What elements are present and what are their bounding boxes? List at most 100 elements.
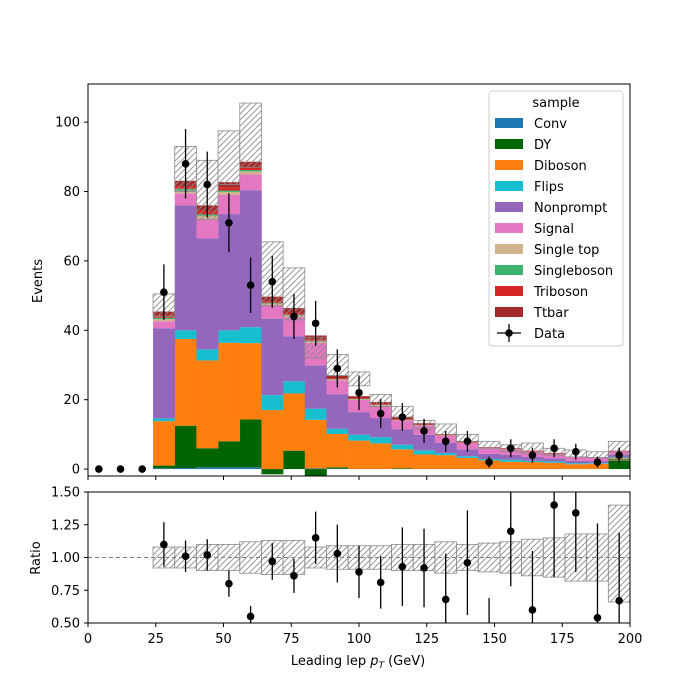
ratio-point-14: [463, 558, 472, 567]
y-tick-label-ratio-2: 1.00: [51, 551, 80, 566]
bar-dy-bin-24: [608, 459, 631, 470]
legend: sample Conv DY Diboson Flips Nonprompt Signal S…: [488, 90, 624, 347]
bar-dy-bin-6: [218, 441, 241, 468]
x-tick-label-2: 50: [215, 632, 232, 647]
bar-flips-bin-19: [499, 459, 522, 462]
bar-dy-bin-8: [261, 469, 284, 475]
ratio-point-8: [333, 549, 342, 558]
ratio-point-1: [181, 552, 190, 560]
ratio-point-10: [376, 578, 385, 587]
data-point-16: [441, 437, 450, 446]
x-axis-label-text: Leading lep: [291, 654, 366, 669]
ratio-panel: 0.50 0.75 1.00 1.25 1.50 0 25 50 75 100 125 150 175 2…: [51, 486, 642, 648]
bar-signal-bin-7: [239, 174, 262, 191]
bar-diboson-bin-10: [304, 419, 327, 469]
data-point-21: [550, 444, 558, 453]
bar-diboson-bin-6: [218, 342, 241, 442]
bar-flips-bin-11: [326, 428, 349, 435]
bar-dy-bin-5: [196, 448, 219, 468]
data-point-14: [398, 413, 407, 421]
data-point-1: [116, 465, 125, 473]
legend-label-dy: DY: [534, 138, 551, 153]
ratio-point-6: [290, 572, 298, 580]
y-axis-label-ratio: Ratio: [29, 541, 44, 574]
bar-diboson-bin-7: [239, 343, 262, 420]
bar-diboson-bin-20: [521, 462, 544, 470]
data-point-17: [463, 437, 472, 446]
ratio-point-17: [528, 606, 537, 614]
data-point-6: [225, 218, 233, 227]
bar-nonprompt-bin-5: [196, 238, 219, 350]
bar-diboson-bin-5: [196, 360, 219, 449]
data-point-9: [290, 312, 298, 321]
legend-swatch-nonprompt: [495, 202, 523, 212]
bar-nonprompt-bin-18: [478, 453, 501, 460]
bar-flips-bin-22: [564, 463, 587, 465]
bar-signal-bin-5: [196, 219, 219, 239]
legend-swatch-triboson: [495, 286, 523, 296]
bar-dy-bin-9: [283, 450, 306, 470]
bar-nonprompt-bin-8: [261, 318, 284, 396]
bar-diboson-bin-22: [564, 464, 587, 470]
data-point-22: [572, 447, 580, 456]
bar-nonprompt-bin-9: [283, 336, 306, 382]
legend-label-flips: Flips: [534, 180, 564, 195]
bar-flips-bin-4: [174, 330, 197, 339]
bar-dy-bin-14: [391, 468, 414, 470]
y-tick-label-ratio-3: 1.25: [51, 518, 80, 533]
legend-swatch-diboson: [495, 160, 523, 170]
bar-flips-bin-9: [283, 381, 306, 394]
bar-nonprompt-bin-22: [564, 460, 587, 464]
data-point-11: [333, 364, 342, 373]
bar-singleboson-bin-7: [239, 170, 262, 172]
legend-label-data: Data: [534, 327, 565, 342]
legend-label-nonprompt: Nonprompt: [534, 201, 607, 216]
bar-nonprompt-bin-14: [391, 429, 414, 445]
bar-signal-bin-3: [153, 321, 176, 329]
bar-single-top-bin-7: [239, 171, 262, 175]
legend-title: sample: [532, 96, 579, 111]
bar-conv-bin-7: [239, 467, 262, 470]
data-point-19: [506, 444, 515, 453]
bar-signal-bin-8: [261, 304, 284, 319]
bar-singleboson-bin-6: [218, 190, 241, 192]
ratio-point-13: [441, 595, 450, 604]
bar-dy-bin-3: [153, 465, 176, 469]
ratio-point-19: [572, 509, 580, 517]
bar-diboson-bin-17: [456, 457, 479, 470]
x-axis-label-math: p: [369, 654, 378, 669]
ratio-point-2: [203, 551, 212, 559]
data-point-3: [160, 288, 168, 296]
bar-conv-bin-6: [218, 467, 241, 470]
bar-flips-bin-17: [456, 456, 479, 458]
bar-flips-bin-3: [153, 418, 176, 422]
bar-flips-bin-10: [304, 408, 327, 420]
data-point-23: [593, 458, 602, 466]
bar-nonprompt-bin-17: [456, 449, 479, 457]
legend-data-marker: [505, 329, 513, 337]
bar-nonprompt-bin-4: [174, 205, 197, 331]
bar-triboson-bin-6: [218, 187, 241, 191]
x-tick-label-6: 150: [482, 632, 507, 647]
legend-label-single-top: Single top: [534, 243, 599, 258]
x-tick-label-1: 25: [147, 632, 164, 647]
bar-diboson-bin-8: [261, 410, 284, 470]
bar-dy-bin-4: [174, 425, 197, 469]
ratio-point-20: [593, 613, 602, 622]
bar-nonprompt-bin-10: [304, 365, 327, 409]
bar-flips-bin-16: [434, 453, 457, 456]
ratio-point-5: [268, 557, 277, 566]
bar-conv-bin-5: [196, 467, 219, 470]
legend-label-conv: Conv: [534, 117, 567, 132]
bar-flips-bin-5: [196, 349, 219, 361]
y-axis-label-main: Events: [31, 259, 46, 303]
bar-signal-bin-18: [478, 448, 501, 454]
bar-diboson-bin-11: [326, 434, 349, 468]
legend-swatch-flips: [495, 181, 523, 191]
ratio-point-16: [506, 527, 515, 536]
legend-label-triboson: Triboson: [533, 285, 588, 300]
data-point-4: [181, 159, 190, 168]
ratio-point-18: [550, 501, 558, 509]
bar-diboson-bin-16: [434, 455, 457, 470]
